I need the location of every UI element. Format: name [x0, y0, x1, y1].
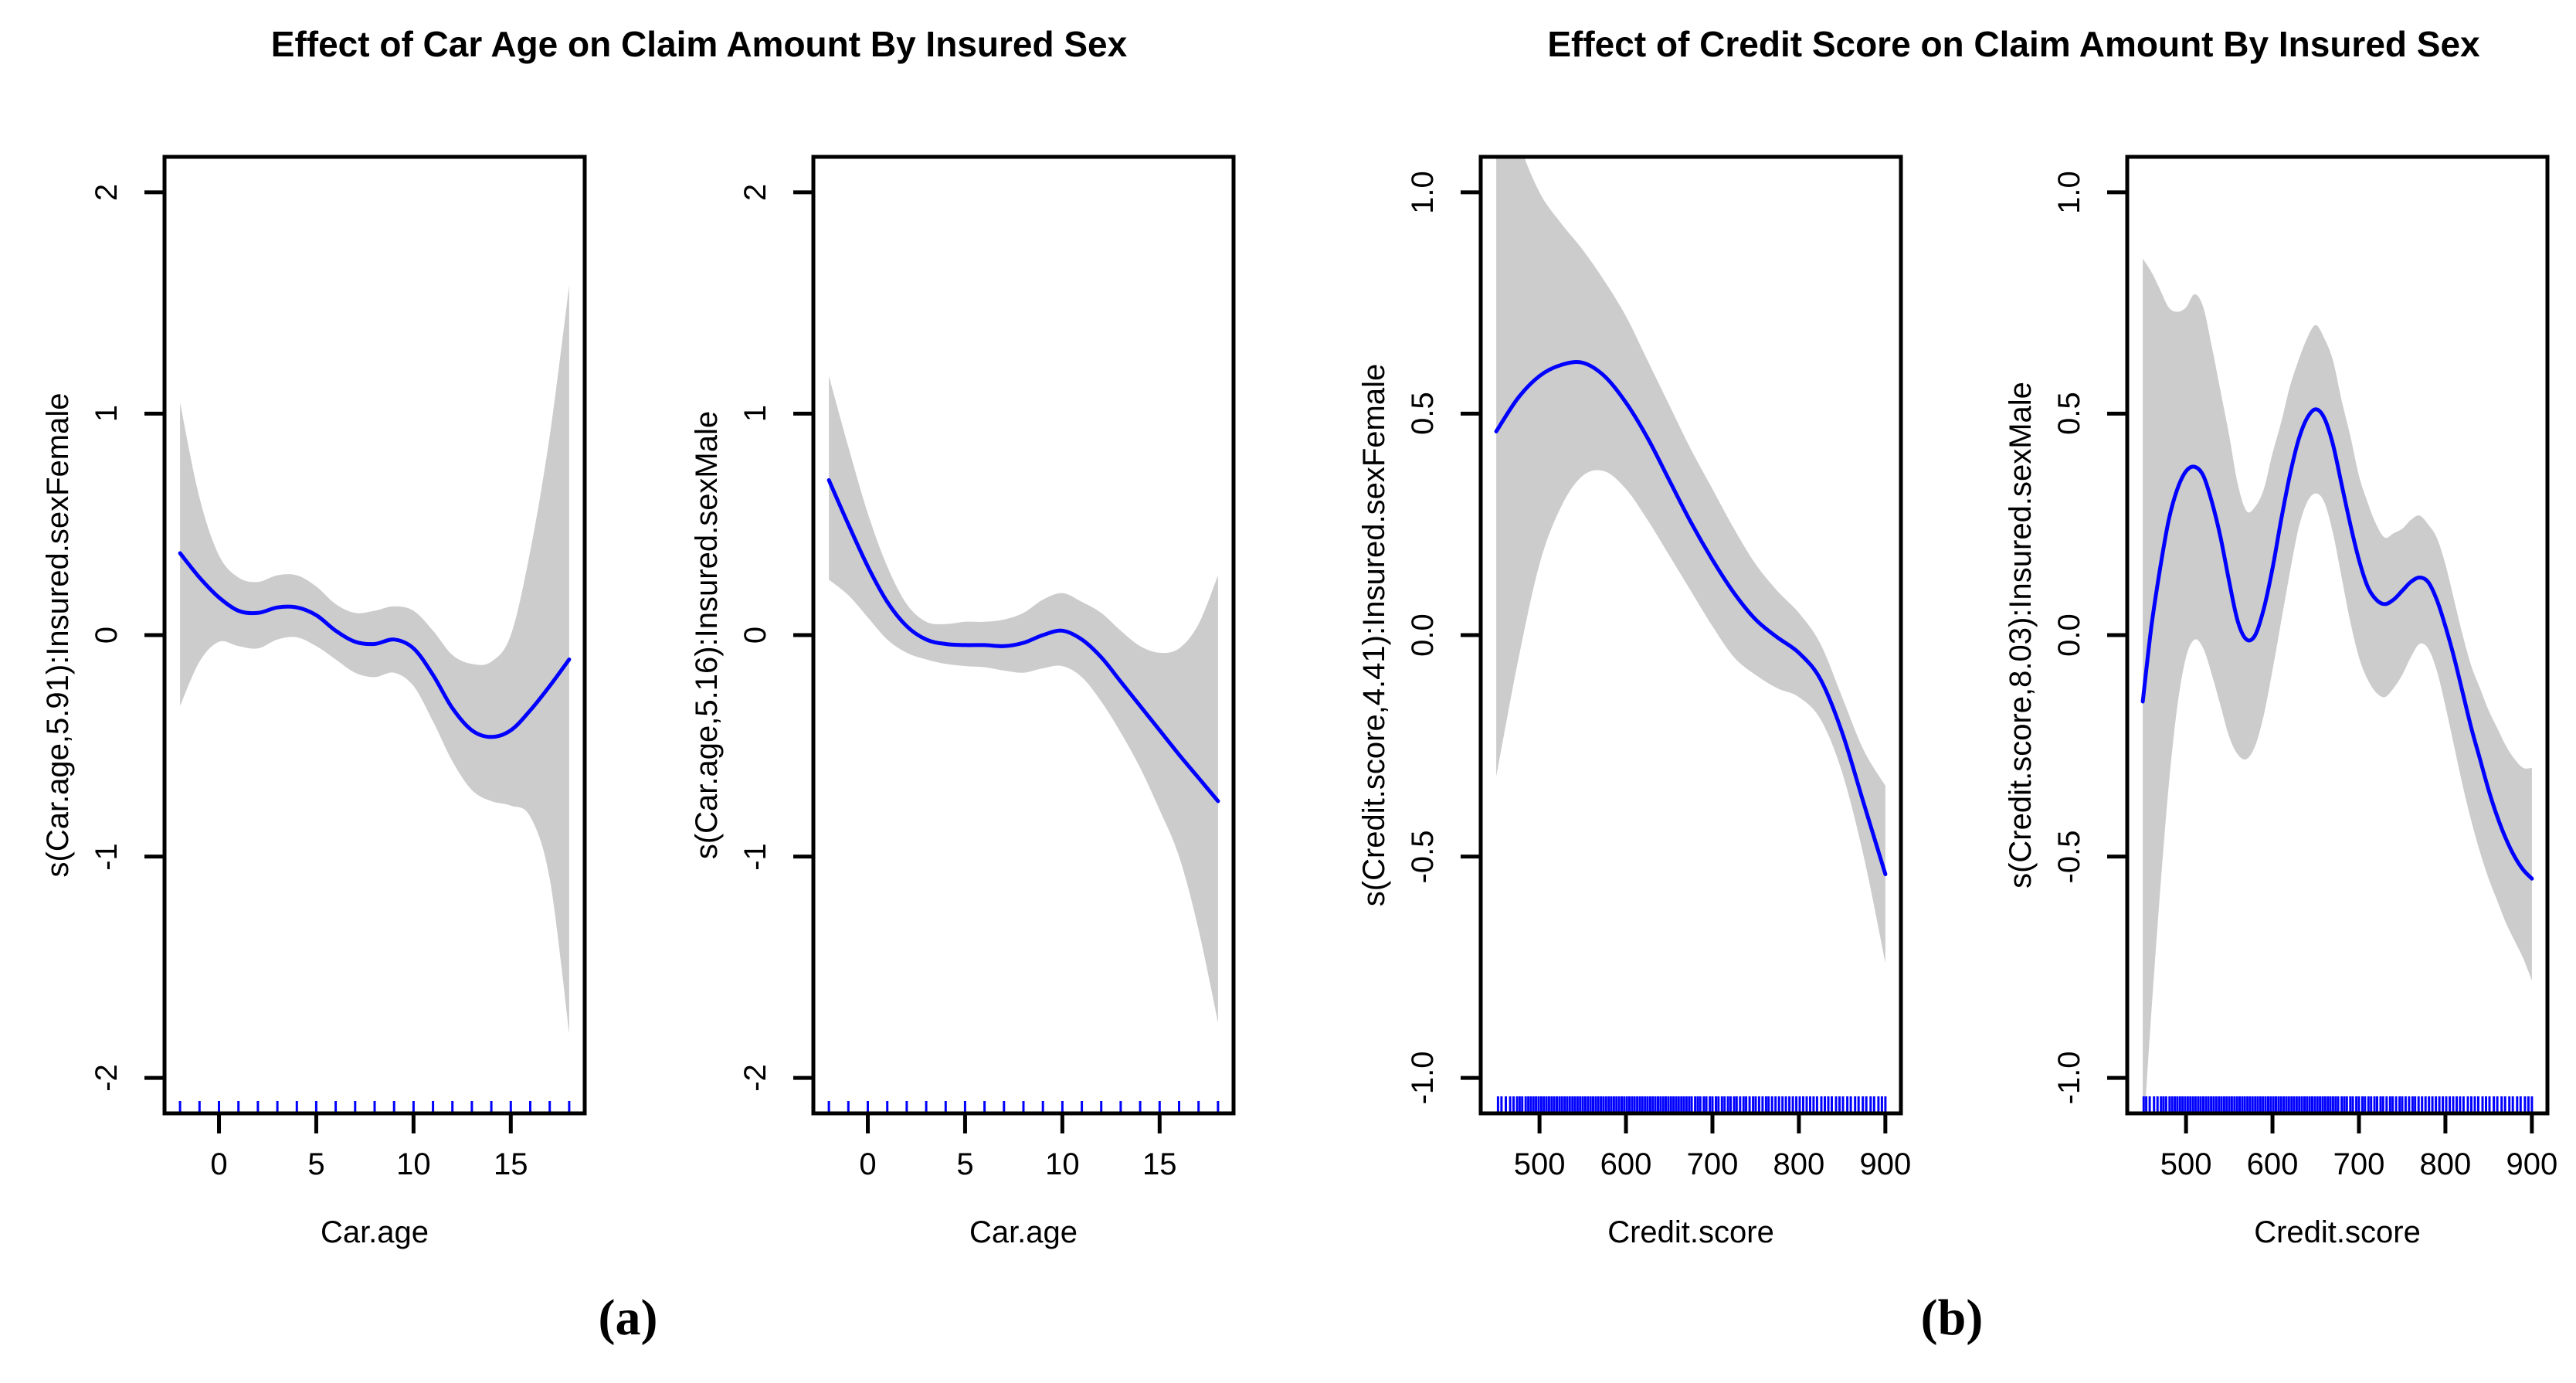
y-axis-label: s(Credit.score,4.41):Insured.sexFemale: [1357, 363, 1391, 907]
x-tick-label: 0: [210, 1147, 228, 1181]
confidence-band: [1496, 157, 1885, 963]
y-axis-label: s(Credit.score,8.03):Insured.sexMale: [2004, 382, 2038, 889]
x-tick-label: 700: [2333, 1147, 2385, 1181]
x-tick-label: 0: [859, 1147, 877, 1181]
subfigure-a-caption: (a): [598, 1290, 658, 1346]
y-tick-label: 1.0: [2052, 171, 2086, 214]
x-axis-label: Car.age: [969, 1215, 1078, 1249]
x-tick-label: 700: [1686, 1147, 1739, 1181]
y-tick-label: -1: [738, 842, 772, 871]
panel-credit-score-female: s(Credit.score,4.41):Insured.sexFemale C…: [1349, 141, 1936, 1331]
x-tick-label: 900: [2506, 1147, 2558, 1181]
plot-area-credit-score-male: [2107, 155, 2550, 1133]
plot-area-car-age-female: [144, 155, 587, 1133]
y-tick-label: 1: [738, 405, 772, 423]
y-tick-label: 2: [90, 183, 124, 201]
panel-credit-score-male: s(Credit.score,8.03):Insured.sexMale Cre…: [1996, 141, 2576, 1331]
x-tick-label: 600: [2246, 1147, 2299, 1181]
group-b-title: Effect of Credit Score on Claim Amount B…: [1547, 24, 2480, 64]
x-axis-label: Credit.score: [2254, 1215, 2421, 1249]
x-axis-label: Car.age: [320, 1215, 429, 1249]
x-tick-label: 800: [2419, 1147, 2472, 1181]
y-tick-label: 1: [90, 405, 124, 423]
y-axis-label: s(Car.age,5.91):Insured.sexFemale: [41, 392, 75, 878]
x-tick-label: 5: [956, 1147, 974, 1181]
y-tick-label: -2: [90, 1064, 124, 1092]
panel-car-age-male: s(Car.age,5.16):Insured.sexMale Car.age …: [682, 141, 1269, 1331]
y-axis-label: s(Car.age,5.16):Insured.sexMale: [690, 410, 724, 860]
group-a-title: Effect of Car Age on Claim Amount By Ins…: [270, 24, 1128, 64]
smooth-curve: [2140, 407, 2534, 881]
x-tick-label: 500: [1513, 1147, 1566, 1181]
x-tick-label: 15: [494, 1147, 528, 1181]
y-tick-label: -0.5: [2052, 830, 2086, 884]
y-tick-label: -2: [738, 1064, 772, 1092]
confidence-band: [2143, 258, 2532, 1113]
y-tick-label: -1: [90, 842, 124, 871]
y-tick-label: 0.5: [1406, 392, 1440, 436]
subfigure-b-caption: (b): [1920, 1290, 1984, 1346]
y-tick-label: 0: [738, 626, 772, 644]
smooth-curve: [178, 551, 572, 739]
x-tick-label: 800: [1773, 1147, 1825, 1181]
x-tick-label: 10: [1045, 1147, 1080, 1181]
confidence-band: [180, 285, 569, 1034]
smooth-curve: [826, 477, 1220, 804]
plot-area-credit-score-female: [1461, 155, 1903, 1133]
plot-area-car-age-male: [793, 155, 1236, 1133]
smooth-curve: [1494, 360, 1888, 876]
x-tick-label: 900: [1859, 1147, 1912, 1181]
y-tick-label: 2: [738, 183, 772, 201]
y-tick-label: 0.0: [1406, 613, 1440, 657]
y-tick-label: 1.0: [1406, 171, 1440, 214]
y-tick-label: -1.0: [2052, 1051, 2086, 1105]
panel-car-age-female: s(Car.age,5.91):Insured.sexFemale Car.ag…: [33, 141, 620, 1331]
x-tick-label: 5: [307, 1147, 325, 1181]
y-tick-label: -0.5: [1406, 830, 1440, 884]
y-tick-label: 0: [90, 626, 124, 644]
y-tick-label: 0.5: [2052, 392, 2086, 436]
x-axis-label: Credit.score: [1607, 1215, 1774, 1249]
y-tick-label: -1.0: [1406, 1051, 1440, 1105]
confidence-band: [829, 375, 1218, 1023]
y-tick-label: 0.0: [2052, 613, 2086, 657]
x-tick-label: 500: [2160, 1147, 2212, 1181]
x-tick-label: 15: [1142, 1147, 1177, 1181]
x-tick-label: 10: [396, 1147, 431, 1181]
x-tick-label: 600: [1600, 1147, 1652, 1181]
